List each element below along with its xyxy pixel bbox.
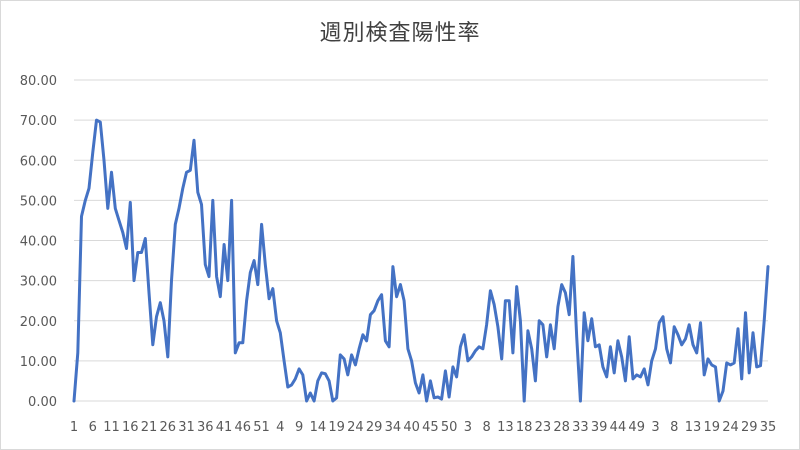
x-tick-label: 3: [651, 420, 659, 435]
x-tick-label: 13: [497, 420, 514, 435]
y-tick-label: 40.00: [20, 235, 57, 250]
x-tick-label: 1: [70, 420, 78, 435]
y-axis-tick-labels: 0.00 10.00 20.00 30.00 40.00 50.00 60.00 70.00 8…: [20, 74, 57, 410]
x-tick-label: 31: [178, 420, 195, 435]
x-tick-label: 11: [103, 420, 120, 435]
x-tick-label: 46: [235, 420, 252, 435]
x-tick-label: 41: [216, 420, 233, 435]
y-tick-label: 30.00: [20, 275, 57, 290]
x-tick-label: 34: [385, 420, 402, 435]
x-tick-label: 4: [276, 420, 284, 435]
x-tick-label: 23: [535, 420, 552, 435]
x-tick-label: 35: [760, 420, 777, 435]
x-tick-label: 13: [685, 420, 702, 435]
y-tick-label: 60.00: [20, 154, 57, 169]
x-tick-label: 19: [328, 420, 345, 435]
x-tick-label: 49: [628, 420, 645, 435]
y-tick-label: 0.00: [28, 395, 57, 410]
x-tick-label: 39: [591, 420, 608, 435]
x-tick-label: 50: [441, 420, 458, 435]
x-tick-label: 29: [741, 420, 758, 435]
x-tick-label: 8: [483, 420, 491, 435]
x-tick-label: 51: [253, 420, 270, 435]
x-tick-label: 14: [310, 420, 327, 435]
x-tick-label: 26: [160, 420, 177, 435]
x-tick-label: 36: [197, 420, 214, 435]
x-tick-label: 24: [347, 420, 364, 435]
x-axis-tick-labels: 1 6 11 16 21 26 31 36 41 46 51 4 9 14 19 24 29 34 40 45 50 3 8…: [70, 420, 776, 435]
x-tick-label: 8: [670, 420, 678, 435]
y-tick-label: 70.00: [20, 114, 57, 129]
x-tick-label: 18: [516, 420, 533, 435]
x-tick-label: 33: [572, 420, 589, 435]
x-tick-label: 45: [422, 420, 439, 435]
x-tick-label: 16: [122, 420, 139, 435]
x-tick-label: 3: [464, 420, 472, 435]
x-tick-label: 21: [141, 420, 158, 435]
x-tick-label: 24: [722, 420, 739, 435]
series-line: [72, 118, 770, 403]
x-tick-label: 44: [610, 420, 627, 435]
gridlines: [74, 79, 768, 402]
x-tick-label: 9: [295, 420, 303, 435]
x-tick-label: 29: [366, 420, 383, 435]
x-tick-label: 40: [403, 420, 420, 435]
y-tick-label: 10.00: [20, 355, 57, 370]
x-tick-label: 6: [89, 420, 97, 435]
x-tick-label: 28: [553, 420, 570, 435]
chart-title: 週別検査陽性率: [319, 21, 481, 46]
x-tick-label: 19: [703, 420, 720, 435]
y-tick-label: 20.00: [20, 315, 57, 330]
y-tick-label: 80.00: [20, 74, 57, 89]
y-tick-label: 50.00: [20, 194, 57, 209]
series-layer: [72, 118, 770, 403]
